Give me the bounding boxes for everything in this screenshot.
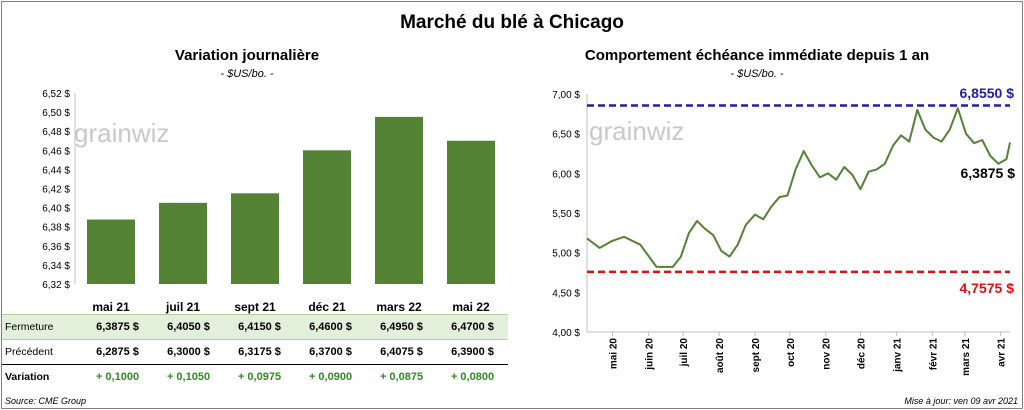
table-cell: 6,3700 $: [295, 339, 366, 365]
main-title: Marché du blé à Chicago: [400, 12, 624, 33]
table-cell: 6,3900 $: [437, 339, 508, 365]
price-line: [586, 107, 1011, 268]
table-cell: 6,4050 $: [153, 314, 224, 340]
last-price-label: 6,3875 $: [961, 165, 1016, 181]
bar: [375, 116, 423, 284]
bar: [447, 140, 495, 284]
line-y-axis: 4,00 $ 4,50 $ 5,00 $ 5,50 $ 6,00 $ 6,50 $ 7,00…: [552, 90, 1010, 339]
y-tick-label: 6,52 $: [42, 89, 70, 100]
table-cell: 6,4700 $: [437, 314, 508, 340]
table-cell: + 0,0900: [308, 371, 353, 383]
line-x-axis: mai 20 juin 20 juil 20 août 20 sept 20 oct 20…: [608, 332, 1008, 376]
right-chart-subtitle: - $US/bo. -: [730, 68, 784, 80]
x-tick-label: oct 20: [786, 338, 797, 367]
bar-y-axis: 6,32 $ 6,34 $ 6,36 $ 6,38 $ 6,40 $ 6,42 $ 6,44…: [42, 89, 76, 291]
price-series: [586, 107, 1011, 268]
bar: [87, 219, 135, 284]
y-tick-label: 6,44 $: [42, 165, 70, 176]
y-tick-label: 6,48 $: [42, 127, 70, 138]
table-cell: + 0,0800: [450, 371, 495, 383]
y-tick-label: 6,34 $: [42, 261, 70, 272]
y-tick-label: 5,00 $: [552, 249, 580, 260]
table-cell: 6,3000 $: [153, 339, 224, 365]
table-row-variation: Variation + 0,1000 + 0,1050 + 0,0975 + 0…: [2, 365, 508, 390]
y-tick-label: 7,00 $: [552, 90, 580, 101]
left-chart-title: Variation journalière: [174, 47, 320, 64]
y-tick-label: 6,50 $: [42, 108, 70, 119]
table-cell: 6,4600 $: [295, 314, 366, 340]
row-label: Fermeture: [2, 314, 82, 340]
table-cell: 6,3875 $: [82, 314, 153, 340]
y-tick-label: 4,50 $: [552, 288, 580, 299]
data-table: Fermeture 6,3875 $ 6,4050 $ 6,4150 $ 6,4…: [2, 314, 508, 389]
y-tick-label: 4,00 $: [552, 328, 580, 339]
x-tick-label: mars 22: [376, 300, 422, 314]
data-table-wrap: Fermeture 6,3875 $ 6,4050 $ 6,4150 $ 6,4…: [2, 314, 508, 389]
low-label: 4,7575 $: [960, 280, 1015, 296]
table-cell: + 0,1050: [166, 371, 211, 383]
x-tick-label: avr 21: [997, 338, 1008, 367]
row-label: Variation: [5, 371, 50, 383]
x-tick-label: déc 20: [857, 338, 868, 370]
table-row-fermeture: Fermeture 6,3875 $ 6,4050 $ 6,4150 $ 6,4…: [2, 314, 508, 340]
y-tick-label: 6,42 $: [42, 185, 70, 196]
bar-chart: 6,32 $ 6,34 $ 6,36 $ 6,38 $ 6,40 $ 6,42 $ 6,44…: [42, 89, 495, 314]
right-chart-title: Comportement échéance immédiate depuis 1…: [584, 47, 930, 64]
source-note: Source: CME Group: [5, 396, 87, 406]
x-tick-label: mai 22: [452, 300, 490, 314]
table-cell: 6,4950 $: [366, 314, 437, 340]
x-tick-label: juil 20: [679, 338, 690, 368]
x-tick-label: août 20: [715, 338, 726, 373]
x-tick-label: mai 21: [92, 300, 130, 314]
y-tick-label: 6,40 $: [42, 204, 70, 215]
row-label: Précédent: [2, 339, 82, 365]
table-cell: + 0,0975: [237, 371, 282, 383]
left-chart-subtitle: - $US/bo. -: [220, 68, 274, 80]
bar-x-axis: mai 21 juil 21 sept 21 déc 21 mars 22 mai 22: [92, 300, 490, 314]
bar: [159, 202, 207, 284]
x-tick-label: nov 20: [822, 338, 833, 370]
x-tick-label: sept 20: [751, 338, 762, 373]
left-watermark: grainwiz: [74, 118, 169, 148]
reference-lines: [587, 104, 1010, 274]
x-tick-label: janv 21: [892, 338, 903, 373]
line-chart: 4,00 $ 4,50 $ 5,00 $ 5,50 $ 6,00 $ 6,50 $ 7,00…: [552, 85, 1016, 376]
table-cell: 6,3175 $: [224, 339, 295, 365]
y-tick-label: 6,38 $: [42, 223, 70, 234]
y-tick-label: 5,50 $: [552, 209, 580, 220]
table-row-precedent: Précédent 6,2875 $ 6,3000 $ 6,3175 $ 6,3…: [2, 339, 508, 365]
right-watermark: grainwiz: [589, 116, 684, 146]
bar: [303, 150, 351, 284]
y-tick-label: 6,46 $: [42, 146, 70, 157]
table-cell: + 0,1000: [95, 371, 140, 383]
x-tick-label: mai 20: [608, 338, 619, 370]
x-tick-label: juin 20: [644, 338, 655, 371]
y-tick-label: 6,50 $: [552, 130, 580, 141]
table-cell: 6,4075 $: [366, 339, 437, 365]
y-tick-label: 6,00 $: [552, 169, 580, 180]
x-tick-label: déc 21: [308, 300, 346, 314]
x-tick-label: févr 21: [928, 338, 939, 371]
table-cell: 6,4150 $: [224, 314, 295, 340]
x-tick-label: sept 21: [234, 300, 276, 314]
table-cell: + 0,0875: [379, 371, 424, 383]
x-tick-label: juil 21: [165, 300, 200, 314]
y-tick-label: 6,36 $: [42, 242, 70, 253]
high-label: 6,8550 $: [960, 85, 1015, 101]
y-tick-label: 6,32 $: [42, 280, 70, 291]
bar: [231, 193, 279, 284]
table-cell: 6,2875 $: [82, 339, 153, 365]
update-note: Mise à jour: ven 09 avr 2021: [904, 396, 1018, 406]
x-tick-label: mars 21: [961, 338, 972, 376]
bar-series: [87, 116, 495, 284]
